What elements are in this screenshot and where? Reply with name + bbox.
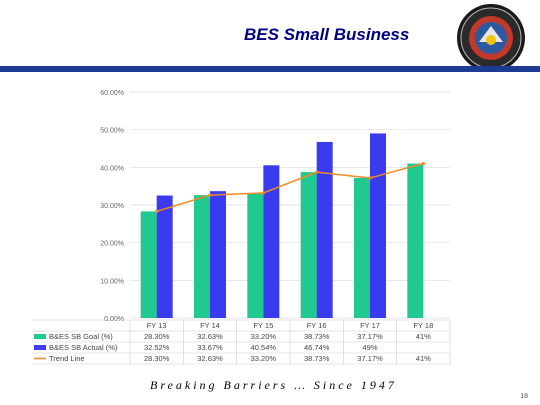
data-label: 49% bbox=[362, 343, 377, 352]
bar-actual bbox=[263, 165, 280, 318]
x-tick-label: FY 17 bbox=[360, 321, 380, 330]
data-label: 37.17% bbox=[357, 354, 383, 363]
trend-point bbox=[421, 161, 425, 166]
trend-point bbox=[315, 170, 319, 174]
data-label: 33.20% bbox=[251, 354, 277, 363]
data-label: 32.63% bbox=[197, 354, 223, 363]
bar-goal bbox=[407, 163, 424, 318]
legend-swatch bbox=[34, 345, 46, 350]
chart: 0.00% 10.00% 20.00% 30.00% 40.00% 50.00% 60.00… bbox=[30, 80, 480, 380]
data-label: 37.17% bbox=[357, 332, 383, 341]
trend-point bbox=[208, 193, 212, 197]
x-tick-label: FY 16 bbox=[307, 321, 327, 330]
data-label: 38.73% bbox=[304, 354, 330, 363]
bar-actual bbox=[316, 141, 333, 318]
bar-goal bbox=[300, 172, 317, 318]
x-tick-label: FY 13 bbox=[147, 321, 167, 330]
bar-goal bbox=[354, 177, 370, 318]
legend-swatch bbox=[34, 334, 46, 339]
x-tick-label: FY 14 bbox=[200, 321, 220, 330]
header-rule bbox=[0, 66, 540, 72]
legend-entry: B&ES SB Actual (%) bbox=[49, 343, 118, 352]
bar-actual bbox=[370, 133, 386, 318]
x-tick-label: FY 15 bbox=[253, 321, 273, 330]
trend-point bbox=[368, 176, 372, 180]
legend-entry: Trend Line bbox=[49, 354, 85, 363]
data-label: 41% bbox=[416, 354, 431, 363]
bar-goal bbox=[140, 211, 157, 318]
bar-goal bbox=[194, 195, 210, 318]
y-tick-label: 20.00% bbox=[100, 241, 124, 248]
y-tick-label: 60.00% bbox=[100, 90, 124, 97]
y-tick-label: 0.00% bbox=[104, 316, 124, 323]
trend-point bbox=[155, 209, 159, 214]
bar-goal bbox=[247, 192, 264, 318]
data-label: 32.63% bbox=[197, 332, 223, 341]
trend-point bbox=[261, 191, 265, 195]
data-label: 28.30% bbox=[144, 354, 170, 363]
page-number: 18 bbox=[520, 393, 528, 400]
y-tick-label: 50.00% bbox=[100, 128, 124, 135]
x-tick-label: FY 18 bbox=[413, 321, 433, 330]
chart-canvas: 0.00% 10.00% 20.00% 30.00% 40.00% 50.00% 60.00… bbox=[32, 90, 451, 365]
organization-seal bbox=[457, 4, 525, 72]
bar-actual bbox=[156, 195, 173, 318]
data-label: 32.52% bbox=[144, 343, 170, 352]
trend-line bbox=[156, 162, 424, 213]
y-tick-label: 30.00% bbox=[100, 203, 124, 210]
data-label: 33.67% bbox=[197, 343, 223, 352]
data-label: 38.73% bbox=[304, 332, 330, 341]
footer-tagline: Breaking Barriers … Since 1947 bbox=[150, 378, 397, 392]
bar-actual bbox=[210, 191, 226, 318]
data-label: 46.74% bbox=[304, 343, 330, 352]
data-label: 40.54% bbox=[251, 343, 277, 352]
data-label: 33.20% bbox=[251, 332, 277, 341]
page-title: BES Small Business bbox=[244, 25, 410, 44]
data-label: 41% bbox=[416, 332, 431, 341]
y-tick-label: 10.00% bbox=[100, 278, 124, 285]
legend-entry: B&ES SB Goal (%) bbox=[49, 332, 113, 341]
data-label: 28.30% bbox=[144, 332, 170, 341]
y-tick-label: 40.00% bbox=[100, 165, 124, 172]
